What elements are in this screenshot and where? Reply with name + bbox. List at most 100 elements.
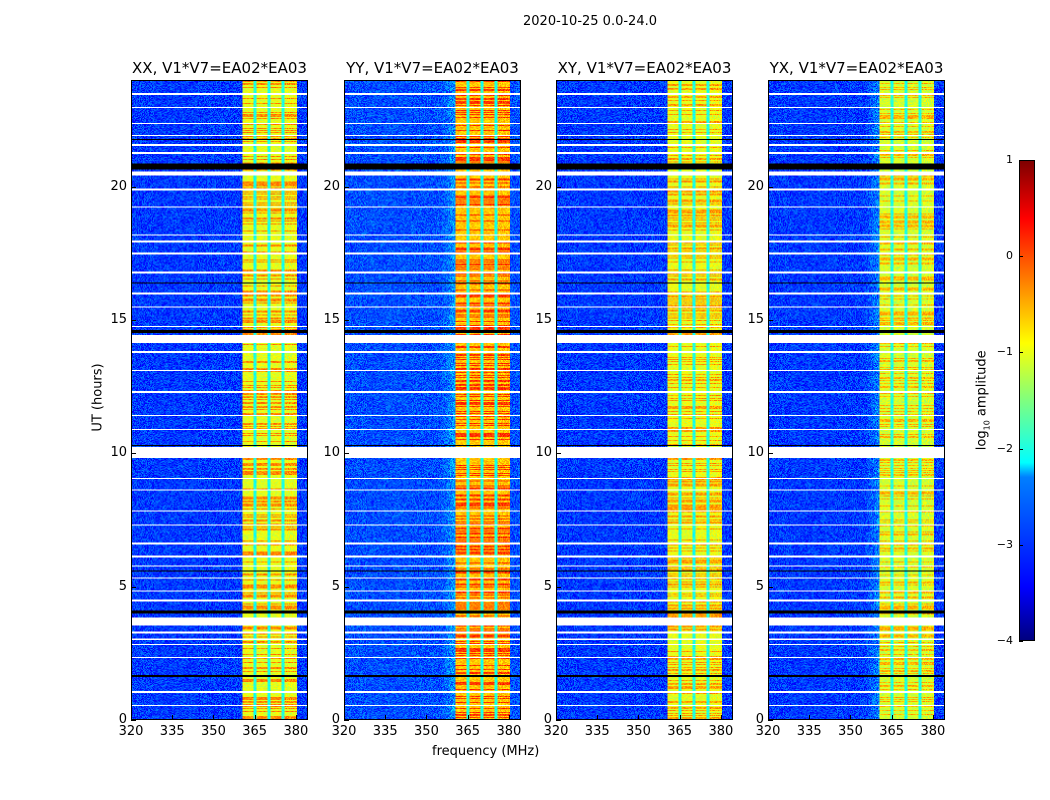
colorbar-tick-label: 0 — [1006, 249, 1013, 263]
y-tick-mark — [131, 586, 136, 588]
y-tick-label: 5 — [331, 578, 340, 594]
x-tick-label: 320 — [755, 724, 781, 739]
x-tick-label: 335 — [372, 724, 398, 739]
y-tick-label: 0 — [331, 712, 340, 727]
x-tick-label: 380 — [496, 724, 522, 739]
y-tick-label: 10 — [535, 445, 552, 461]
y-tick-mark — [131, 320, 136, 321]
y-tick-mark — [768, 720, 773, 721]
y-tick-mark — [131, 720, 136, 721]
y-tick-label: 20 — [535, 178, 552, 194]
x-tick-mark — [213, 715, 215, 720]
y-tick-label: 15 — [747, 312, 764, 327]
y-tick-label: 20 — [747, 178, 764, 194]
y-tick-label: 20 — [110, 178, 127, 194]
x-tick-mark — [638, 715, 640, 720]
y-axis-label: UT (hours) — [90, 363, 106, 432]
x-tick-label: 350 — [626, 724, 651, 739]
y-tick-label: 10 — [323, 445, 340, 461]
colorbar-tick-mark — [1019, 352, 1023, 354]
x-tick-mark — [850, 715, 852, 720]
x-tick-label: 350 — [838, 724, 863, 739]
colorbar-tick-label: 1 — [1006, 153, 1013, 166]
colorbar-tick-label: −4 — [996, 634, 1013, 647]
heatmap-image — [557, 81, 732, 719]
y-tick-mark — [131, 453, 136, 455]
x-tick-mark — [720, 715, 722, 720]
x-axis-label: frequency (MHz) — [432, 744, 540, 759]
y-tick-mark — [768, 186, 773, 188]
x-tick-mark — [385, 715, 387, 720]
heatmap-panel — [344, 80, 521, 720]
x-tick-mark — [556, 715, 557, 720]
heatmap-panel — [768, 80, 945, 720]
x-tick-mark — [891, 715, 893, 720]
y-tick-label: 15 — [323, 312, 340, 327]
x-tick-mark — [679, 715, 681, 720]
colorbar-tick-mark — [1019, 160, 1023, 161]
y-tick-mark — [556, 320, 561, 321]
x-tick-mark — [254, 715, 256, 720]
x-tick-label: 320 — [118, 724, 144, 739]
x-tick-mark — [467, 715, 469, 720]
y-tick-label: 10 — [747, 445, 764, 461]
y-tick-mark — [344, 453, 349, 455]
y-tick-mark — [131, 186, 136, 188]
panel-title: XY, V1*V7=EA02*EA03 — [557, 59, 732, 77]
y-tick-mark — [768, 586, 773, 588]
colorbar-tick-mark — [1019, 544, 1023, 546]
y-tick-mark — [344, 720, 349, 721]
x-tick-mark — [172, 715, 174, 720]
x-tick-label: 380 — [283, 724, 309, 739]
y-tick-label: 0 — [755, 712, 764, 727]
x-tick-mark — [131, 715, 132, 720]
y-tick-label: 15 — [110, 312, 127, 327]
panel-title: YX, V1*V7=EA02*EA03 — [769, 59, 944, 77]
colorbar-tick-label: −2 — [996, 441, 1013, 455]
x-tick-mark — [344, 715, 345, 720]
x-tick-mark — [768, 715, 769, 720]
y-tick-label: 10 — [110, 445, 127, 461]
y-tick-mark — [556, 720, 561, 721]
x-tick-mark — [508, 715, 510, 720]
colorbar — [1019, 160, 1035, 641]
x-tick-mark — [295, 715, 297, 720]
x-tick-label: 365 — [667, 724, 693, 739]
x-tick-label: 365 — [242, 724, 268, 739]
y-tick-mark — [556, 453, 561, 455]
x-tick-label: 335 — [584, 724, 610, 739]
x-tick-label: 320 — [331, 724, 357, 739]
y-tick-label: 0 — [118, 712, 127, 727]
colorbar-tick-mark — [1019, 256, 1023, 258]
panel-title: YY, V1*V7=EA02*EA03 — [346, 59, 519, 77]
colorbar-tick-label: −1 — [996, 345, 1013, 359]
y-tick-mark — [768, 453, 773, 455]
x-tick-label: 335 — [796, 724, 822, 739]
x-tick-mark — [932, 715, 934, 720]
x-tick-mark — [809, 715, 811, 720]
x-tick-label: 380 — [708, 724, 734, 739]
heatmap-panel — [556, 80, 733, 720]
heatmap-panel — [131, 80, 308, 720]
x-tick-mark — [597, 715, 599, 720]
y-tick-label: 5 — [543, 578, 552, 594]
x-tick-mark — [426, 715, 428, 720]
x-tick-label: 365 — [455, 724, 481, 739]
y-tick-label: 5 — [755, 578, 764, 594]
y-tick-mark — [344, 586, 349, 588]
y-tick-label: 0 — [543, 712, 552, 727]
x-tick-label: 320 — [543, 724, 569, 739]
x-tick-label: 380 — [920, 724, 946, 739]
x-tick-label: 350 — [201, 724, 226, 739]
panel-title: XX, V1*V7=EA02*EA03 — [132, 59, 307, 77]
y-tick-label: 5 — [118, 578, 127, 594]
y-tick-mark — [556, 586, 561, 588]
heatmap-image — [345, 81, 520, 719]
y-tick-mark — [344, 320, 349, 321]
y-tick-label: 20 — [323, 178, 340, 194]
colorbar-tick-mark — [1019, 448, 1023, 450]
x-tick-label: 335 — [159, 724, 185, 739]
colorbar-tick-label: −3 — [996, 537, 1013, 551]
colorbar-tick-mark — [1019, 641, 1023, 642]
